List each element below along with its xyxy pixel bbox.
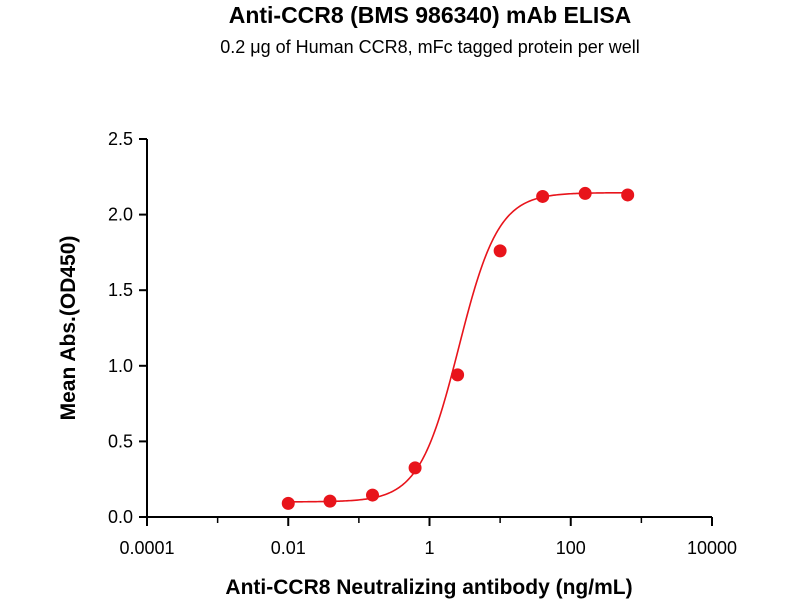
y-tick-label: 2.0 (108, 205, 133, 225)
y-tick-label: 1.5 (108, 280, 133, 300)
data-point (323, 494, 337, 508)
fit-curve (288, 191, 628, 503)
chart-title: Anti-CCR8 (BMS 986340) mAb ELISA (229, 2, 632, 28)
x-axis-ticks: 0.0001 0.01 1 100 10000 (119, 517, 737, 558)
x-axis-title: Anti-CCR8 Neutralizing antibody (ng/mL) (225, 576, 632, 599)
x-tick-label: 0.0001 (119, 538, 174, 558)
data-point (621, 188, 635, 202)
y-tick-label: 1.0 (108, 356, 133, 376)
data-point (493, 244, 507, 258)
y-axis-ticks: 0.0 0.5 1.0 1.5 2.0 2.5 (108, 129, 147, 527)
x-tick-label: 10000 (687, 538, 737, 558)
y-axis-title: Mean Abs.(OD450) (57, 236, 80, 421)
data-point (281, 496, 295, 510)
x-tick-label: 0.01 (271, 538, 306, 558)
data-point (451, 368, 465, 382)
y-tick-label: 0.5 (108, 431, 133, 451)
chart-subtitle: 0.2 μg of Human CCR8, mFc tagged protein… (220, 37, 640, 57)
data-point (536, 189, 550, 203)
data-point (366, 488, 380, 502)
data-points (281, 186, 635, 510)
y-tick-label: 2.5 (108, 129, 133, 149)
data-point (408, 461, 422, 475)
y-tick-label: 0.0 (108, 507, 133, 527)
x-tick-label: 1 (424, 538, 434, 558)
data-point (578, 186, 592, 200)
x-tick-label: 100 (556, 538, 586, 558)
